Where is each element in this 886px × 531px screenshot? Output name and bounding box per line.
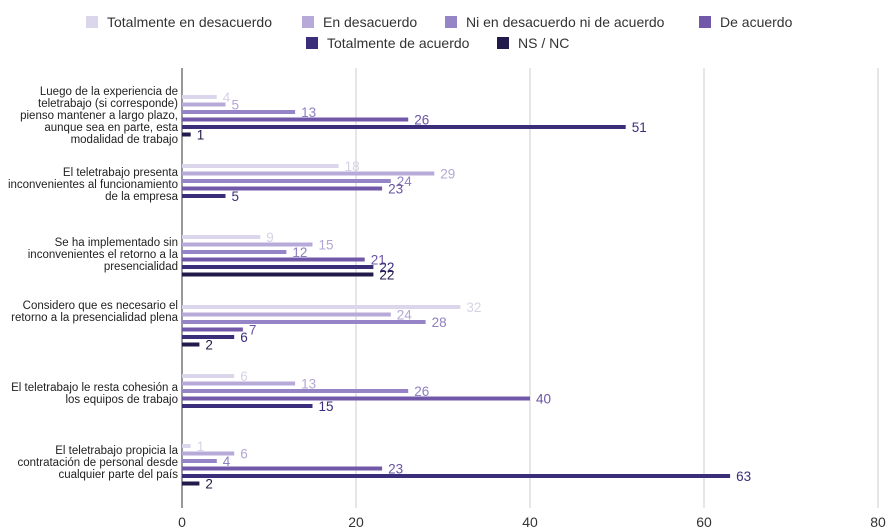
- bar-totalmente-en-desacuerdo-6: [182, 444, 191, 448]
- bar-totalmente-en-desacuerdo-3: [182, 235, 261, 239]
- value-label-en-desacuerdo-6: 6: [240, 447, 248, 462]
- bar-totalmente-de-acuerdo-3: [182, 265, 374, 269]
- bar-ni-en-desacuerdo-ni-de-acuerdo-2: [182, 179, 391, 183]
- category-label-3: Se ha implementado sin inconvenientes el…: [27, 237, 178, 273]
- value-label-totalmente-de-acuerdo-4: 6: [240, 330, 248, 345]
- legend-label-en-desacuerdo: En desacuerdo: [323, 14, 417, 30]
- legend-swatch-ns-nc: [497, 37, 509, 49]
- bar-totalmente-de-acuerdo-6: [182, 474, 731, 478]
- legend-swatch-totalmente-de-acuerdo: [306, 37, 318, 49]
- value-label-de-acuerdo-2: 23: [388, 182, 403, 197]
- legend-swatch-en-desacuerdo: [302, 16, 314, 28]
- category-label-5: El teletrabajo le resta cohesión a los e…: [11, 382, 178, 406]
- x-tick-label-80: 80: [870, 514, 886, 530]
- bar-totalmente-de-acuerdo-5: [182, 404, 313, 408]
- bar-totalmente-en-desacuerdo-5: [182, 374, 235, 378]
- legend-label-de-acuerdo: De acuerdo: [720, 14, 793, 30]
- bar-de-acuerdo-1: [182, 117, 409, 122]
- value-label-ni-en-desacuerdo-ni-de-acuerdo-4: 28: [432, 315, 447, 330]
- bar-de-acuerdo-3: [182, 257, 365, 262]
- value-label-ns-nc-3: 22: [379, 268, 394, 283]
- bar-en-desacuerdo-5: [182, 381, 296, 386]
- bar-totalmente-en-desacuerdo-2: [182, 164, 339, 168]
- value-label-ns-nc-4: 2: [205, 338, 213, 353]
- value-label-totalmente-en-desacuerdo-5: 6: [240, 369, 248, 384]
- value-label-en-desacuerdo-4: 24: [397, 308, 413, 323]
- value-label-de-acuerdo-6: 23: [388, 462, 403, 477]
- x-tick-label-60: 60: [696, 514, 712, 530]
- bar-ns-nc-6: [182, 481, 200, 486]
- value-label-en-desacuerdo-2: 29: [440, 167, 455, 182]
- bar-ni-en-desacuerdo-ni-de-acuerdo-3: [182, 250, 287, 254]
- bar-de-acuerdo-5: [182, 396, 530, 401]
- value-label-totalmente-de-acuerdo-2: 5: [232, 189, 240, 204]
- value-label-totalmente-de-acuerdo-3: 22: [379, 260, 394, 275]
- bar-ns-nc-3: [182, 272, 374, 277]
- value-label-en-desacuerdo-3: 15: [319, 238, 334, 253]
- value-label-totalmente-de-acuerdo-5: 15: [319, 399, 334, 414]
- legend-label-totalmente-de-acuerdo: Totalmente de acuerdo: [327, 35, 470, 51]
- value-label-totalmente-de-acuerdo-6: 63: [736, 469, 751, 484]
- value-label-totalmente-en-desacuerdo-2: 18: [345, 159, 360, 174]
- bar-ni-en-desacuerdo-ni-de-acuerdo-5: [182, 389, 409, 393]
- x-tick-label-40: 40: [522, 514, 538, 530]
- value-label-de-acuerdo-4: 7: [249, 323, 257, 338]
- value-label-ni-en-desacuerdo-ni-de-acuerdo-2: 24: [397, 174, 413, 189]
- bar-en-desacuerdo-2: [182, 171, 435, 176]
- value-label-ni-en-desacuerdo-ni-de-acuerdo-1: 13: [301, 105, 316, 120]
- bar-ni-en-desacuerdo-ni-de-acuerdo-6: [182, 459, 217, 463]
- value-label-totalmente-en-desacuerdo-1: 4: [223, 90, 231, 105]
- legend-swatch-de-acuerdo: [699, 16, 711, 28]
- bar-totalmente-en-desacuerdo-4: [182, 305, 461, 309]
- value-label-ni-en-desacuerdo-ni-de-acuerdo-5: 26: [414, 384, 429, 399]
- value-label-ns-nc-6: 2: [205, 477, 213, 492]
- value-label-de-acuerdo-5: 40: [536, 392, 551, 407]
- bar-de-acuerdo-4: [182, 327, 243, 332]
- x-tick-label-20: 20: [348, 514, 364, 530]
- bar-en-desacuerdo-3: [182, 242, 313, 247]
- bar-totalmente-de-acuerdo-2: [182, 194, 226, 198]
- bar-en-desacuerdo-4: [182, 312, 391, 317]
- bar-de-acuerdo-6: [182, 466, 383, 471]
- value-label-ni-en-desacuerdo-ni-de-acuerdo-6: 4: [223, 454, 231, 469]
- bar-totalmente-en-desacuerdo-1: [182, 95, 217, 99]
- bar-ni-en-desacuerdo-ni-de-acuerdo-1: [182, 110, 296, 114]
- bar-en-desacuerdo-1: [182, 102, 226, 107]
- bar-ns-nc-4: [182, 342, 200, 347]
- bar-totalmente-de-acuerdo-1: [182, 125, 626, 129]
- value-label-en-desacuerdo-5: 13: [301, 377, 316, 392]
- bar-ns-nc-1: [182, 132, 191, 137]
- category-label-6: El teletrabajo propicia la contratación …: [17, 445, 178, 481]
- legend-label-ni-en-desacuerdo-ni-de-acuerdo: Ni en desacuerdo ni de acuerdo: [466, 14, 665, 30]
- bar-de-acuerdo-2: [182, 186, 383, 191]
- category-label-1: Luego de la experiencia de teletrabajo (…: [20, 86, 178, 146]
- value-label-ns-nc-1: 1: [197, 128, 205, 143]
- value-label-totalmente-en-desacuerdo-4: 32: [466, 300, 481, 315]
- value-label-de-acuerdo-3: 21: [371, 253, 386, 268]
- value-label-totalmente-en-desacuerdo-6: 1: [197, 439, 205, 454]
- legend-label-ns-nc: NS / NC: [518, 35, 569, 51]
- value-label-ni-en-desacuerdo-ni-de-acuerdo-3: 12: [292, 245, 307, 260]
- bar-en-desacuerdo-6: [182, 451, 235, 456]
- x-tick-label-0: 0: [178, 514, 186, 530]
- value-label-en-desacuerdo-1: 5: [232, 98, 240, 113]
- value-label-totalmente-de-acuerdo-1: 51: [632, 120, 647, 135]
- value-label-totalmente-en-desacuerdo-3: 9: [266, 230, 274, 245]
- legend-label-totalmente-en-desacuerdo: Totalmente en desacuerdo: [107, 14, 272, 30]
- value-label-de-acuerdo-1: 26: [414, 113, 429, 128]
- legend-swatch-ni-en-desacuerdo-ni-de-acuerdo: [445, 16, 457, 28]
- bar-ni-en-desacuerdo-ni-de-acuerdo-4: [182, 320, 426, 324]
- legend-swatch-totalmente-en-desacuerdo: [86, 16, 98, 28]
- category-label-4: Considero que es necesario el retorno a …: [11, 300, 178, 324]
- bar-totalmente-de-acuerdo-4: [182, 335, 235, 339]
- category-label-2: El teletrabajo presenta inconvenientes a…: [7, 167, 178, 203]
